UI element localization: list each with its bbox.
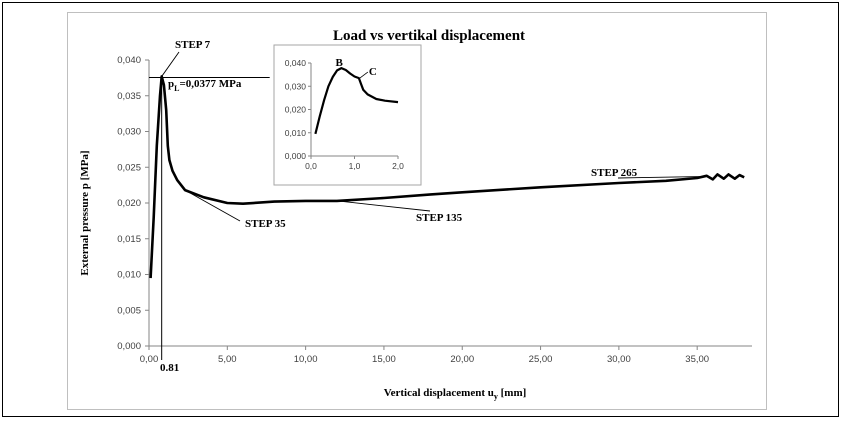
y-tick-label: 0,020	[117, 198, 141, 209]
inset-series-line	[314, 67, 399, 135]
y-tick-label: 0,035	[117, 91, 141, 102]
peak-label-rest: =0,0377 MPa	[179, 78, 241, 90]
x-tick-label: 20,00	[450, 354, 474, 365]
y-tick-label: 0,005	[117, 305, 141, 316]
y-axis-ticks: 0,000 0,005 0,010 0,015 0,020 0,025 0,030 0,035…	[117, 55, 149, 352]
y-tick-label: 0,040	[117, 55, 141, 66]
inset-x-tick-label: 0,0	[305, 161, 317, 171]
inset-x-tick-label: 2,0	[392, 161, 404, 171]
y-tick-label: 0,010	[117, 270, 141, 281]
inset-y-tick-label: 0,030	[285, 81, 307, 91]
y-tick-label: 0,030	[117, 127, 141, 138]
x-tick-label: 10,00	[294, 354, 318, 365]
inset-point-labels: BC	[335, 57, 377, 79]
annotation-leader-line	[161, 51, 180, 77]
x-axis-title-sub: y	[494, 392, 498, 401]
inset-point-leader	[359, 71, 369, 79]
inset-x-tick-label: 1,0	[349, 161, 361, 171]
peak-label-p: p	[168, 78, 174, 90]
chart-title: Load vs vertikal displacement	[333, 28, 525, 44]
x-tick-label: 0,00	[140, 354, 159, 365]
x-tick-label: 25,00	[529, 354, 553, 365]
x-tick-label: 30,00	[607, 354, 631, 365]
main-series-line	[149, 75, 745, 279]
annotations: STEP 7 STEP 35 STEP 135 STEP 265	[161, 39, 701, 230]
annotation-label: STEP 7	[175, 39, 211, 51]
inset-point-label: C	[369, 66, 377, 78]
x-axis-title: Vertical displacement uy [mm]	[384, 387, 527, 401]
inset-frame	[273, 44, 422, 186]
x-tick-label: 5,00	[218, 354, 237, 365]
x-axis-title-main: Vertical displacement u	[384, 387, 494, 399]
annotation-leader-line	[336, 200, 431, 212]
inset-y-tick-label: 0,020	[285, 105, 307, 115]
x-tick-label: 35,00	[685, 354, 709, 365]
inset-y-tick-label: 0,040	[285, 58, 307, 68]
annotation-label: STEP 135	[416, 212, 463, 224]
inset-y-tick-label: 0,000	[285, 151, 307, 161]
x-tick-label: 15,00	[372, 354, 396, 365]
annotation-leader-line	[617, 176, 701, 179]
y-tick-label: 0,025	[117, 162, 141, 173]
peak-x-marker-label: 0.81	[160, 362, 179, 374]
y-tick-label: 0,015	[117, 234, 141, 245]
annotation-label: STEP 35	[245, 218, 286, 230]
peak-label-sub: L	[174, 84, 179, 93]
y-axis-title: External pressure p [MPa]	[79, 150, 91, 275]
annotation-label: STEP 265	[591, 167, 638, 179]
inset-series	[314, 67, 399, 135]
main-series	[149, 75, 745, 360]
inset-y-tick-label: 0,010	[285, 128, 307, 138]
page-border	[2, 2, 839, 417]
annotation-leader-line	[184, 189, 241, 222]
inset-point-label: B	[335, 57, 343, 69]
inset-x-ticks: 0,0 1,0 2,0	[305, 156, 404, 171]
x-axis-title-unit: [mm]	[498, 387, 526, 399]
x-axis-ticks: 0,00 5,00 10,00 15,00 20,00 25,00 30,00 35,00	[140, 346, 709, 365]
inset-y-ticks: 0,000 0,010 0,020 0,030 0,040	[285, 58, 311, 161]
y-tick-label: 0,000	[117, 341, 141, 352]
peak-pressure-label: pL=0,0377 MPa	[168, 78, 242, 93]
